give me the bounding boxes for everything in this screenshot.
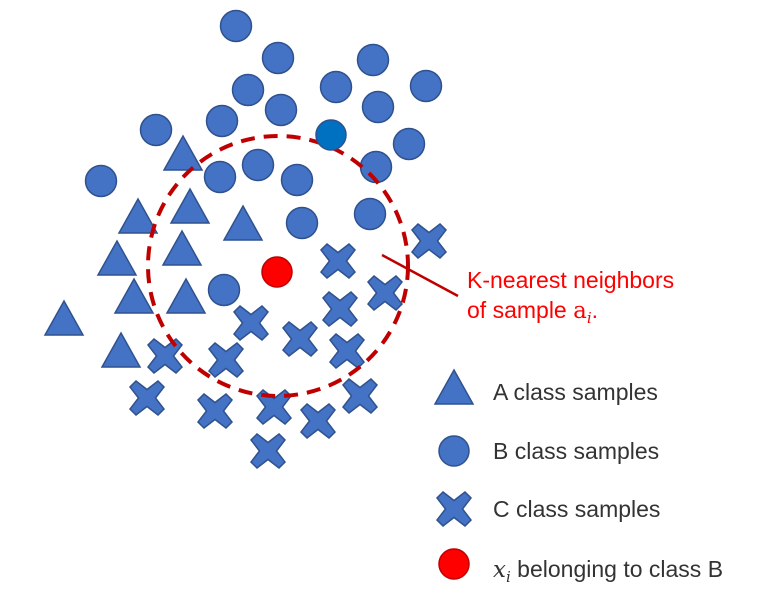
class-b-samples: [84, 9, 443, 307]
class-c-cross: [147, 338, 183, 374]
class-b-circle: [219, 9, 253, 43]
class-b-circle: [207, 273, 241, 307]
class-a-triangle: [169, 187, 211, 224]
annotation-line-1: K-nearest neighbors: [467, 267, 674, 293]
class-b-circle: [392, 127, 426, 161]
class-b-circle: [205, 104, 239, 138]
annotation-prefix: of sample: [467, 297, 573, 323]
class-b-circle: [231, 73, 265, 107]
annotation-suffix: .: [592, 297, 598, 323]
class-a-triangle: [117, 197, 159, 234]
annotation-subscript: i: [587, 309, 592, 327]
class-c-cross: [367, 275, 403, 311]
class-a-triangle: [165, 277, 207, 314]
class-c-cross: [320, 243, 356, 279]
class-b-circle: [84, 164, 118, 198]
annotation-line-2: of sample ai.: [467, 297, 598, 327]
class-c-cross: [411, 223, 447, 259]
class-b-circle: [319, 70, 353, 104]
class-b-circle: [409, 69, 443, 103]
highlighted-b-sample: [315, 119, 347, 151]
class-a-triangle: [113, 277, 155, 314]
class-a-triangle: [162, 134, 204, 171]
class-a-triangle: [96, 239, 138, 276]
class-c-cross: [233, 305, 269, 341]
class-b-circle: [241, 148, 275, 182]
class-a-samples: [43, 134, 264, 368]
legend-xi-suffix: belonging to class B: [511, 556, 723, 582]
knn-neighborhood-circle: [146, 134, 410, 398]
class-b-circle: [280, 163, 314, 197]
class-b-circle: [285, 206, 319, 240]
class-c-cross: [342, 378, 378, 414]
class-c-cross: [256, 389, 292, 425]
class-b-circle: [353, 197, 387, 231]
class-c-cross: [322, 291, 358, 327]
query-sample-xi: [261, 256, 293, 288]
class-b-circle: [261, 41, 295, 75]
legend-triangle-icon: [433, 368, 475, 405]
annotation-pointer-line: [381, 253, 459, 298]
class-c-cross: [129, 380, 165, 416]
legend-b-label: B class samples: [493, 438, 659, 464]
class-a-triangle: [222, 204, 264, 241]
legend-a-label: A class samples: [493, 379, 658, 405]
class-c-cross: [197, 393, 233, 429]
legend-c-label: C class samples: [493, 496, 660, 522]
class-c-cross: [300, 403, 336, 439]
class-b-circle: [203, 160, 237, 194]
legend: A class samples B class samples C class …: [433, 368, 723, 586]
class-b-circle: [139, 113, 173, 147]
class-a-triangle: [161, 229, 203, 266]
class-c-cross: [208, 342, 244, 378]
class-a-triangle: [43, 299, 85, 336]
legend-xi-subscript: i: [506, 568, 511, 586]
class-c-cross: [282, 321, 318, 357]
legend-circle-icon: [438, 435, 470, 467]
class-c-samples: [129, 223, 447, 469]
legend-query-icon: [438, 548, 470, 580]
class-c-cross: [329, 333, 365, 369]
class-b-circle: [264, 93, 298, 127]
legend-xi-label: xi belonging to class B: [493, 556, 723, 586]
legend-xi-variable: x: [493, 557, 506, 583]
class-b-circle: [361, 90, 395, 124]
annotation-variable: a: [573, 298, 587, 324]
class-b-circle: [356, 43, 390, 77]
class-c-cross: [250, 433, 286, 469]
class-a-triangle: [100, 331, 142, 368]
legend-cross-icon: [436, 491, 472, 527]
